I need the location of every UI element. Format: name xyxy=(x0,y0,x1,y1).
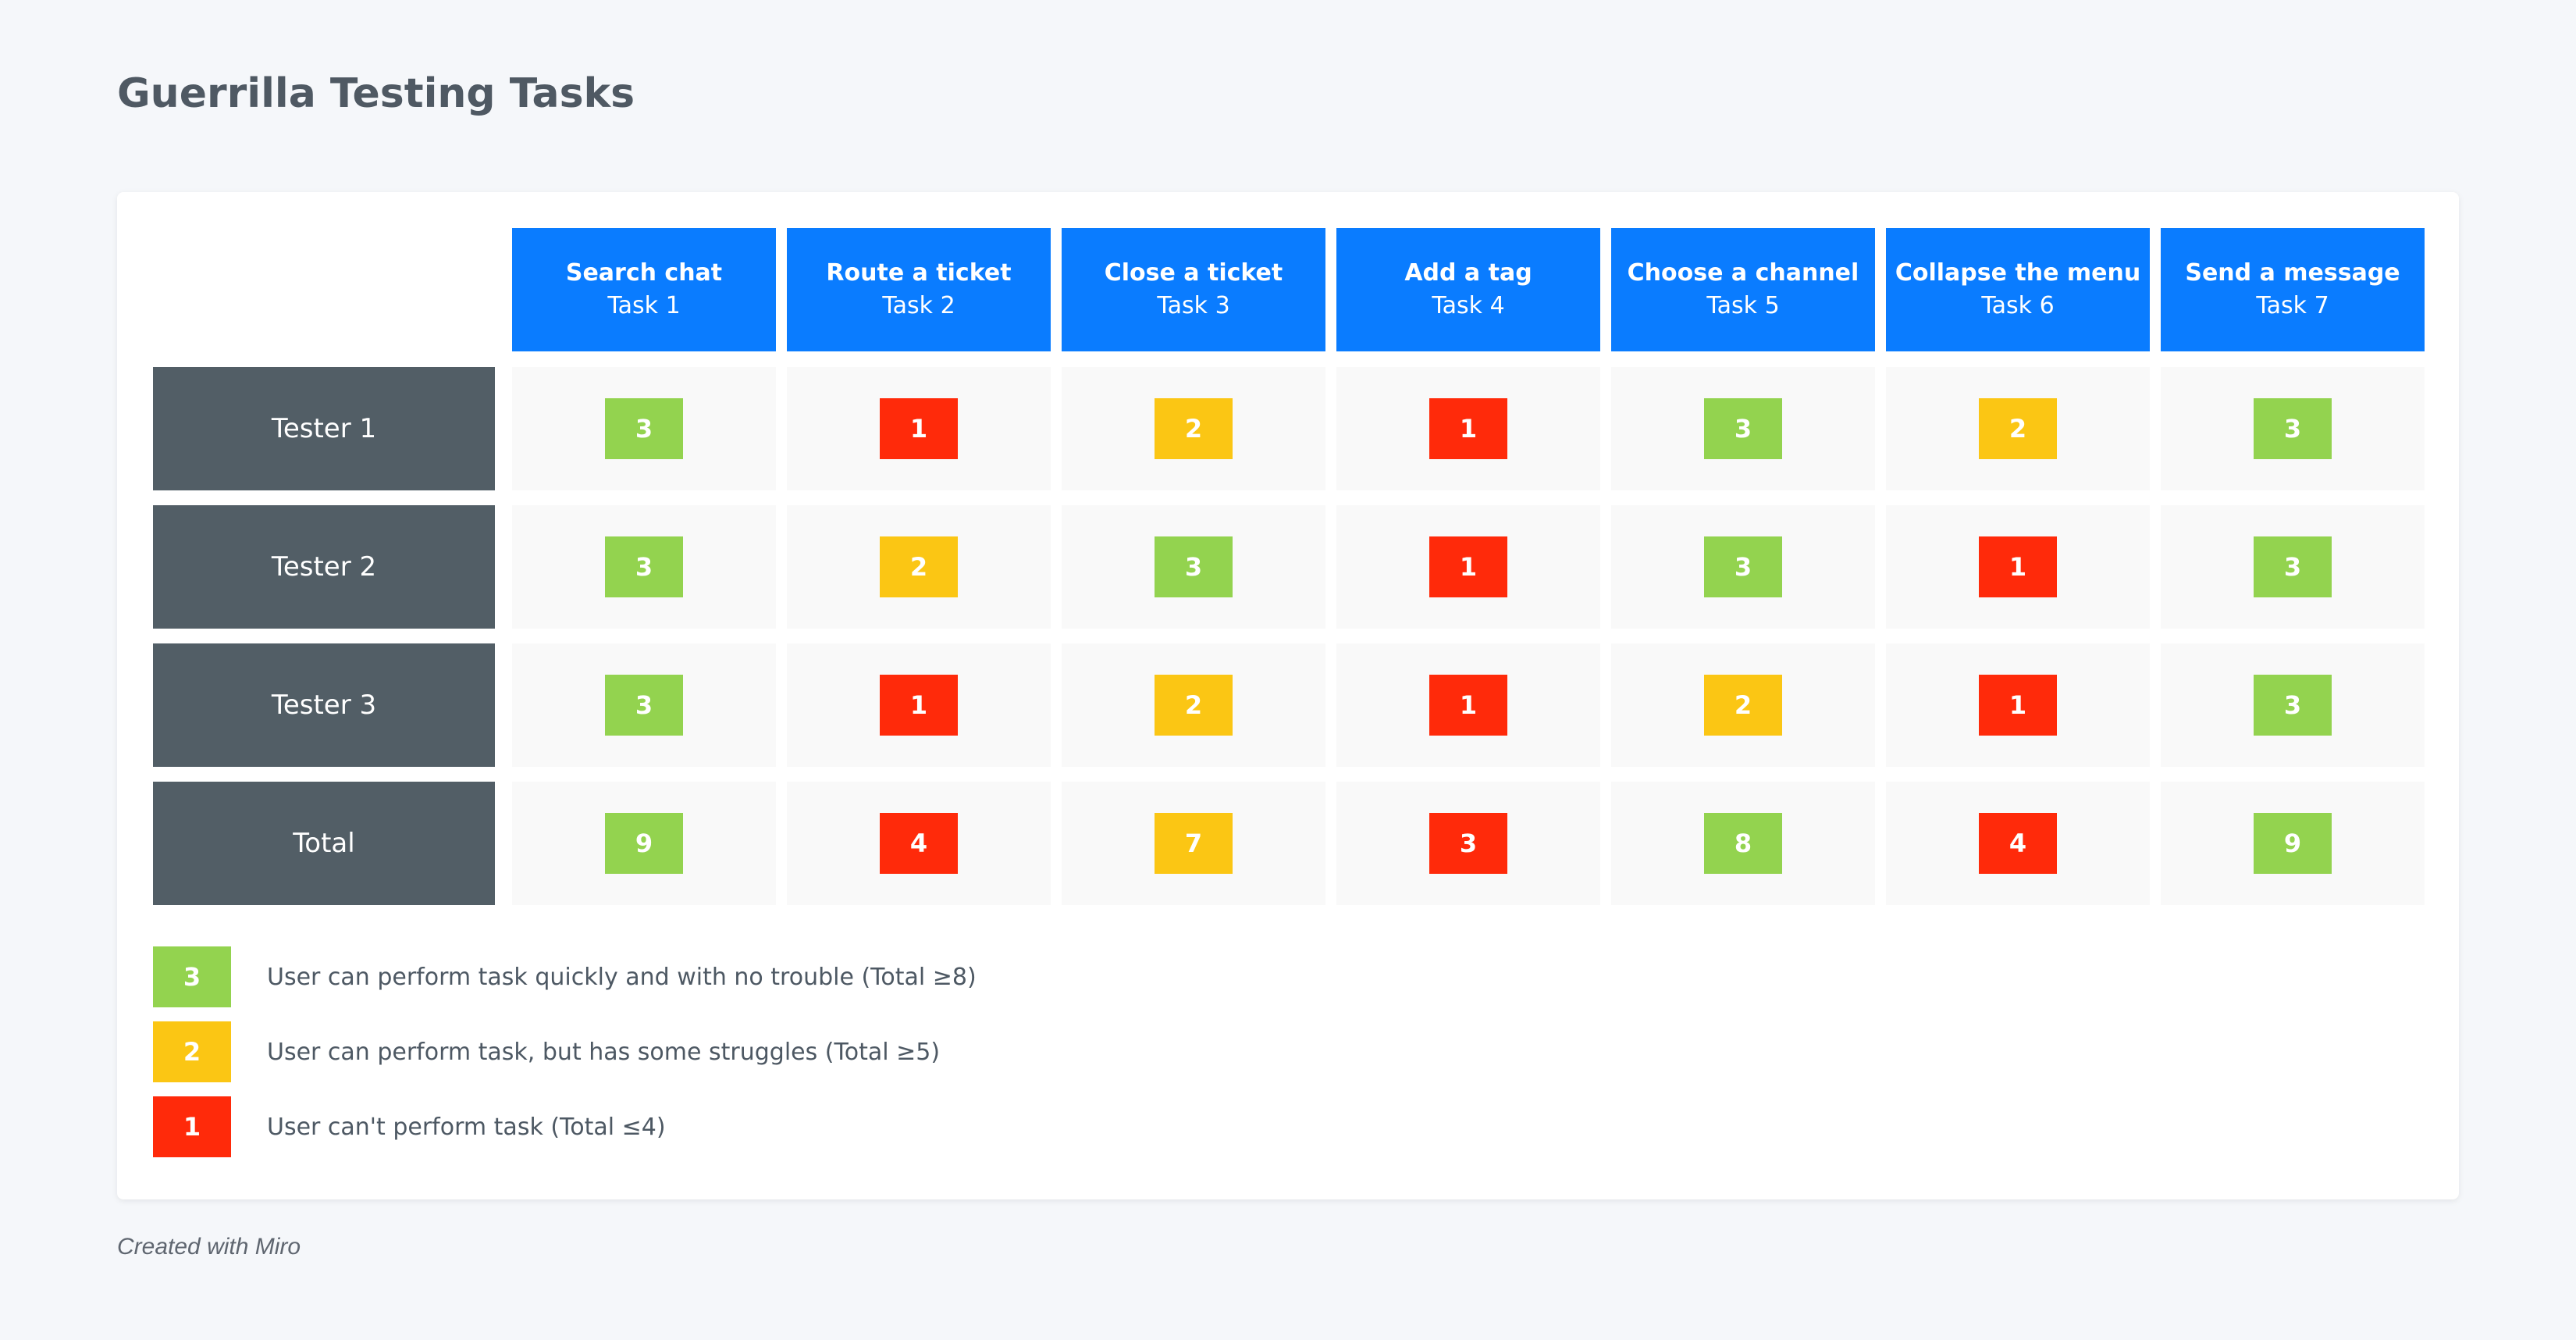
score-cell: 3 xyxy=(2161,367,2425,490)
row-label-tester-1: Tester 1 xyxy=(153,367,495,490)
score-badge: 3 xyxy=(1429,813,1507,874)
score-cell: 1 xyxy=(1336,367,1600,490)
score-badge: 1 xyxy=(1429,675,1507,736)
score-badge: 3 xyxy=(605,398,683,459)
task-name: Close a ticket xyxy=(1104,259,1283,287)
score-cell: 1 xyxy=(1886,643,2150,767)
legend-swatch: 1 xyxy=(153,1096,231,1157)
legend-description: User can't perform task (Total ≤4) xyxy=(267,1113,666,1141)
legend-swatch: 2 xyxy=(153,1021,231,1082)
score-badge: 2 xyxy=(1155,398,1233,459)
score-badge: 3 xyxy=(605,536,683,597)
task-header-7: Send a message Task 7 xyxy=(2161,228,2425,351)
row-label-total: Total xyxy=(153,782,495,905)
legend-item-bad: 1 User can't perform task (Total ≤4) xyxy=(153,1096,666,1157)
score-badge: 1 xyxy=(1979,675,2057,736)
task-number: Task 5 xyxy=(1706,292,1780,319)
score-cell: 3 xyxy=(512,643,776,767)
task-name: Search chat xyxy=(565,259,723,287)
row-label-tester-2: Tester 2 xyxy=(153,505,495,629)
score-badge: 4 xyxy=(1979,813,2057,874)
score-cell: 9 xyxy=(512,782,776,905)
row-label-tester-3: Tester 3 xyxy=(153,643,495,767)
legend-item-good: 3 User can perform task quickly and with … xyxy=(153,946,977,1007)
task-name: Choose a channel xyxy=(1627,259,1859,287)
score-cell: 2 xyxy=(787,505,1051,629)
score-badge: 3 xyxy=(2254,536,2332,597)
score-badge: 1 xyxy=(1429,398,1507,459)
score-cell: 2 xyxy=(1062,367,1325,490)
task-number: Task 4 xyxy=(1432,292,1505,319)
score-badge: 2 xyxy=(1704,675,1782,736)
footer-credit: Created with Miro xyxy=(117,1234,301,1260)
score-cell: 1 xyxy=(1336,643,1600,767)
task-number: Task 7 xyxy=(2256,292,2329,319)
score-badge: 3 xyxy=(2254,675,2332,736)
legend-item-medium: 2 User can perform task, but has some str… xyxy=(153,1021,940,1082)
score-cell: 2 xyxy=(1611,643,1875,767)
task-header-1: Search chat Task 1 xyxy=(512,228,776,351)
task-number: Task 1 xyxy=(607,292,681,319)
testing-grid-card: Search chat Task 1 Route a ticket Task 2 Clo… xyxy=(117,192,2459,1199)
task-name: Collapse the menu xyxy=(1895,259,2141,287)
task-number: Task 2 xyxy=(882,292,955,319)
task-number: Task 3 xyxy=(1157,292,1230,319)
task-header-4: Add a tag Task 4 xyxy=(1336,228,1600,351)
score-badge: 4 xyxy=(880,813,958,874)
score-badge: 1 xyxy=(1979,536,2057,597)
score-cell: 3 xyxy=(1611,367,1875,490)
score-badge: 3 xyxy=(2254,398,2332,459)
score-badge: 3 xyxy=(1704,398,1782,459)
score-cell: 3 xyxy=(2161,505,2425,629)
score-cell: 3 xyxy=(512,505,776,629)
score-cell: 1 xyxy=(1336,505,1600,629)
score-cell: 1 xyxy=(787,367,1051,490)
task-header-3: Close a ticket Task 3 xyxy=(1062,228,1325,351)
score-badge: 2 xyxy=(1979,398,2057,459)
score-cell: 1 xyxy=(1886,505,2150,629)
legend-swatch: 3 xyxy=(153,946,231,1007)
score-cell: 4 xyxy=(787,782,1051,905)
score-badge: 7 xyxy=(1155,813,1233,874)
task-header-2: Route a ticket Task 2 xyxy=(787,228,1051,351)
score-cell: 7 xyxy=(1062,782,1325,905)
task-number: Task 6 xyxy=(1981,292,2055,319)
score-cell: 3 xyxy=(2161,643,2425,767)
score-cell: 4 xyxy=(1886,782,2150,905)
task-name: Add a tag xyxy=(1404,259,1532,287)
score-cell: 3 xyxy=(512,367,776,490)
score-badge: 1 xyxy=(880,398,958,459)
score-badge: 9 xyxy=(605,813,683,874)
score-badge: 8 xyxy=(1704,813,1782,874)
score-cell: 1 xyxy=(787,643,1051,767)
score-badge: 9 xyxy=(2254,813,2332,874)
score-badge: 3 xyxy=(1155,536,1233,597)
task-name: Route a ticket xyxy=(826,259,1012,287)
score-badge: 3 xyxy=(605,675,683,736)
score-badge: 3 xyxy=(1704,536,1782,597)
score-badge: 1 xyxy=(1429,536,1507,597)
score-cell: 3 xyxy=(1336,782,1600,905)
score-cell: 2 xyxy=(1886,367,2150,490)
score-cell: 8 xyxy=(1611,782,1875,905)
score-cell: 9 xyxy=(2161,782,2425,905)
page-title: Guerrilla Testing Tasks xyxy=(117,70,635,117)
task-header-5: Choose a channel Task 5 xyxy=(1611,228,1875,351)
task-header-6: Collapse the menu Task 6 xyxy=(1886,228,2150,351)
score-cell: 3 xyxy=(1611,505,1875,629)
task-name: Send a message xyxy=(2185,259,2400,287)
score-badge: 2 xyxy=(880,536,958,597)
score-badge: 1 xyxy=(880,675,958,736)
legend-description: User can perform task, but has some stru… xyxy=(267,1038,941,1066)
score-badge: 2 xyxy=(1155,675,1233,736)
score-cell: 3 xyxy=(1062,505,1325,629)
score-cell: 2 xyxy=(1062,643,1325,767)
legend-description: User can perform task quickly and with n… xyxy=(267,963,977,991)
